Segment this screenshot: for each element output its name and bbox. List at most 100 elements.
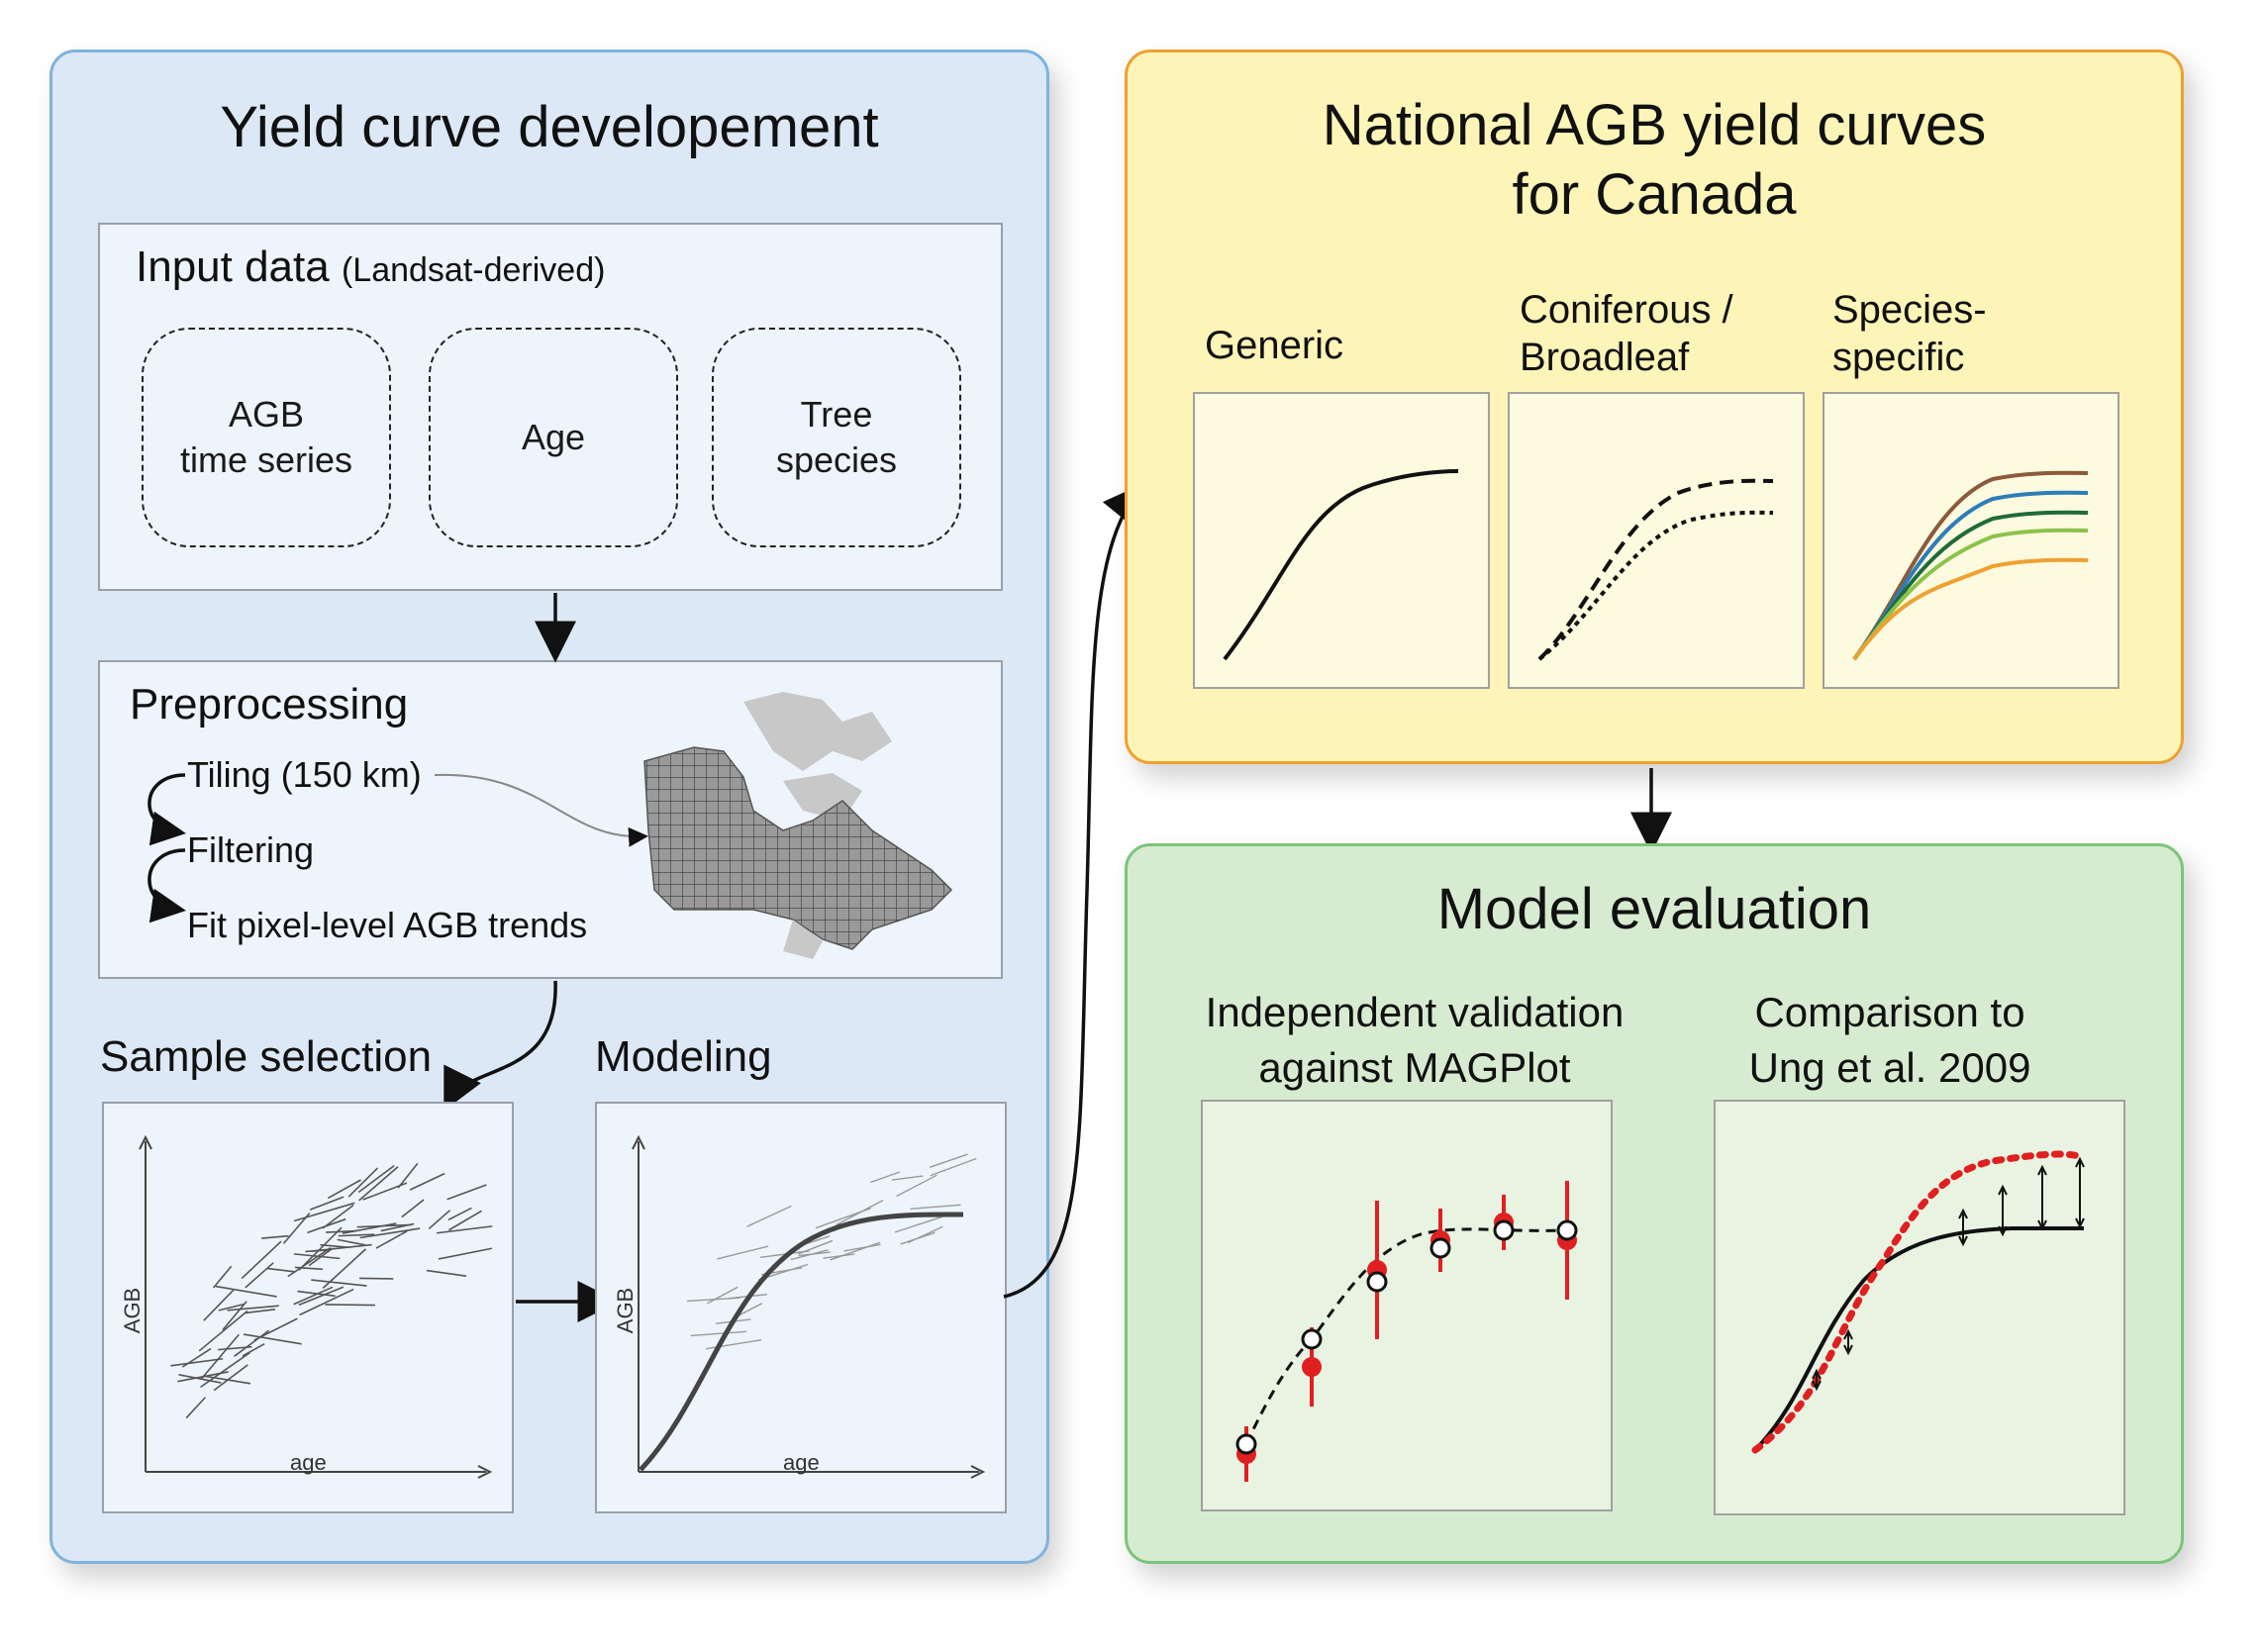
arrowhead-up [1843,1328,1853,1340]
input-item-tree-species: Tree species [712,328,961,547]
sample-segment [428,1210,451,1230]
sample-segment [245,1308,276,1314]
sample-segment [242,1343,265,1357]
coniferous-broadleaf-curves [1537,478,1774,661]
sample-segment [198,1310,248,1352]
model-segment [797,1239,834,1255]
model-segment [891,1175,924,1181]
model-segment [798,1251,831,1257]
sample-segment [261,1234,289,1239]
arrowhead-up [1812,1368,1822,1380]
sample-segment [401,1199,425,1218]
model-segment [896,1174,937,1198]
yield-title-line2: for Canada [1512,162,1797,227]
model-segment [929,1153,968,1168]
predicted-point [1301,1328,1323,1350]
model-segment [707,1286,739,1305]
comparison-chart [1751,1150,2088,1454]
sample-segment [218,1303,245,1312]
modeling-chart [632,1134,986,1479]
sample-segment [327,1179,361,1200]
eval-title: Model evaluation [1436,877,1872,941]
input-item-agb-time-series: AGB time series [142,328,391,547]
sample-segment [347,1167,379,1198]
sample-segment [309,1196,345,1211]
arrowhead-up [2075,1156,2085,1168]
sample-segment [448,1210,482,1231]
sample-segment [293,1286,334,1306]
sample-segment [438,1247,493,1260]
species-specific-plot [1823,392,2119,689]
model-segment [830,1241,881,1261]
curve-label-coniferous-broadleaf: Coniferous / Broadleaf [1520,288,1733,379]
input-item-age: Age [429,328,678,547]
arrowhead-up [1958,1208,1968,1219]
sample-segment [337,1238,365,1246]
validation-label: Independent validation against MAGPlot [1205,989,1625,1091]
observed-point [1302,1357,1322,1377]
reference-curve [1753,1226,2084,1452]
left-flow-arrows [444,593,620,1322]
model-segment [930,1157,977,1177]
x-axis-arrowhead [477,1465,493,1479]
coniferous-broadleaf-plot [1508,392,1805,689]
generic-curve [1223,469,1459,661]
sample-selection-plot: age AGB [102,1102,514,1513]
sample-segment [170,1357,224,1367]
sample-segment [298,1226,343,1271]
canada-tile-map-icon [643,692,953,959]
species-curve [1852,557,2089,661]
sample-segment [181,1347,212,1368]
modeling-plot: age AGB [595,1102,1007,1513]
x-axis-arrowhead [970,1465,986,1479]
species-specific-curves [1852,470,2089,661]
ung-2009-curve [1751,1150,2088,1454]
validation-fit-line [1244,1227,1566,1445]
sample-segment [375,1230,408,1249]
curve-label-species-specific: Species- specific [1832,288,1987,379]
sample-segment [243,1333,302,1345]
fitted-yield-curve [639,1212,964,1472]
sample-segment [203,1289,235,1321]
sample-xlabel: age [290,1450,327,1475]
sample-segment [215,1285,277,1298]
preprocessing-step-tiling: Tiling (150 km) [187,754,422,795]
sample-segment [293,1202,355,1222]
input-data-box: Input data (Landsat-derived) AGB time se… [98,223,1003,591]
sample-segment [245,1262,274,1289]
validation-plot [1201,1100,1613,1511]
model-segment [717,1245,769,1260]
sample-segment [298,1286,345,1307]
model-segment [746,1205,792,1227]
validation-chart [1235,1181,1578,1482]
model-segment [706,1339,762,1350]
model-segment [690,1330,747,1337]
yield-curve-development-panel: Yield curve developement Input data (Lan… [49,49,1049,1564]
sample-segment [234,1329,270,1357]
curve-label-generic: Generic [1205,324,1344,367]
sample-segment [436,1225,493,1234]
arrowhead-down [1843,1344,1853,1356]
arrowhead-up [1998,1184,2008,1196]
predicted-point [1366,1271,1388,1293]
sample-segment [227,1305,279,1312]
sample-segment [322,1204,354,1229]
species-curve [1852,510,2089,661]
model-evaluation-panel: Model evaluation Independent validation … [1125,843,2184,1564]
y-axis-arrowhead [632,1134,645,1150]
sample-segment [212,1265,233,1289]
sample-segment [312,1243,372,1252]
sample-segment [200,1333,240,1380]
sample-selection-chart [139,1134,493,1479]
sample-segment [359,1227,421,1239]
arrowhead-down [2075,1217,2085,1229]
sample-segment [357,1164,395,1194]
input-data-subtitle: (Landsat-derived) [341,251,606,289]
sample-segment [267,1267,296,1273]
step-loop-arrows [148,773,648,923]
species-curve [1852,470,2089,661]
model-segment [900,1231,936,1245]
model-segment [843,1243,881,1252]
sample-segment [311,1279,367,1287]
model-segment [894,1215,942,1233]
